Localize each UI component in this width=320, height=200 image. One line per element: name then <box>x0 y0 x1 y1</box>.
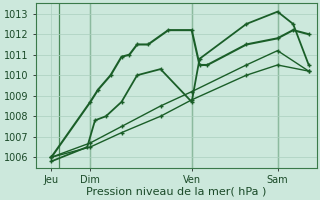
X-axis label: Pression niveau de la mer( hPa ): Pression niveau de la mer( hPa ) <box>86 187 266 197</box>
